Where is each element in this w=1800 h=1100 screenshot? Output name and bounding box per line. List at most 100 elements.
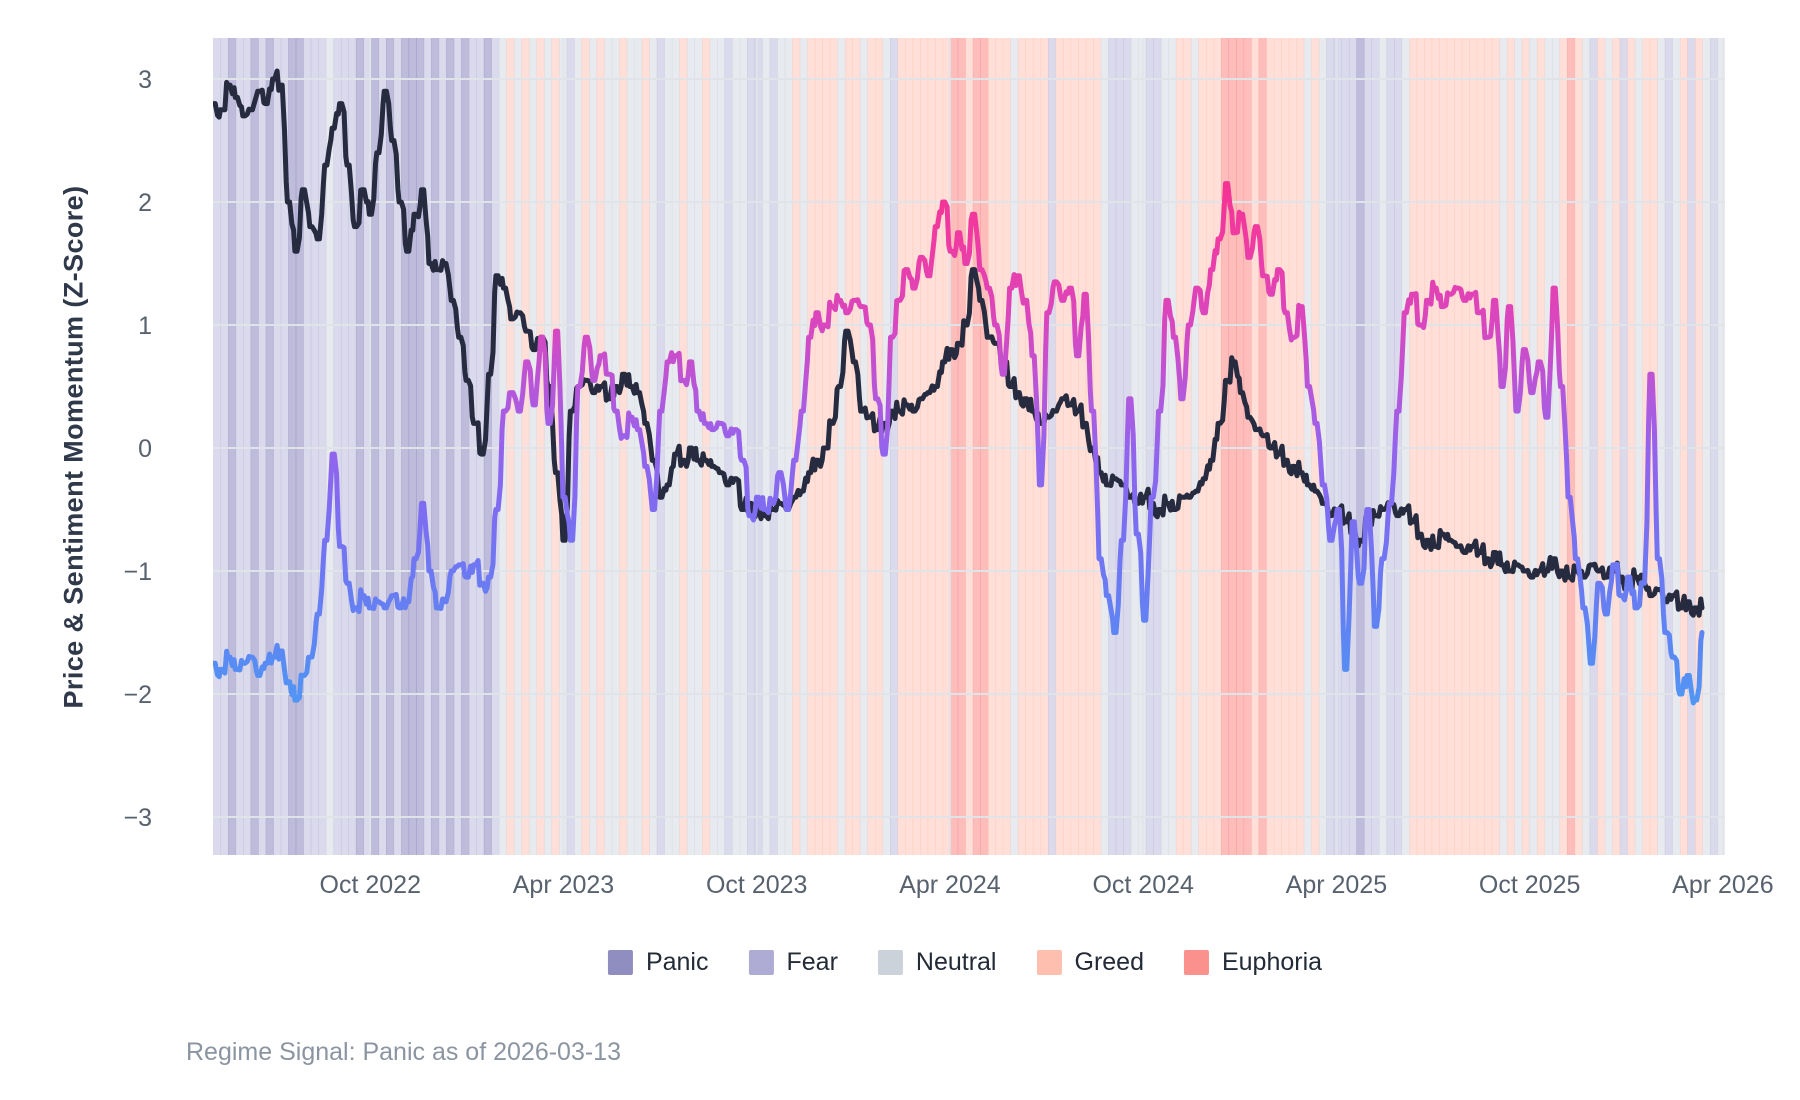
regime-band	[438, 38, 447, 855]
regime-band	[348, 38, 357, 855]
regime-band	[1311, 38, 1320, 855]
regime-band	[1356, 38, 1365, 855]
regime-band	[220, 38, 229, 855]
x-tick-label: Oct 2022	[320, 871, 421, 899]
regime-band	[739, 38, 748, 855]
y-tick-label: −1	[123, 558, 152, 586]
regime-band	[1326, 38, 1335, 855]
regime-band	[1694, 38, 1703, 855]
panic-swatch-icon	[607, 950, 633, 975]
regime-caption: Regime Signal: Panic as of 2026-03-13	[186, 1038, 621, 1066]
regime-band	[927, 38, 936, 855]
regime-band	[747, 38, 756, 855]
legend-label: Euphoria	[1221, 948, 1323, 976]
regime-band	[1288, 38, 1297, 855]
regime-band	[1506, 38, 1515, 855]
regime-band	[604, 38, 613, 855]
regime-band	[1025, 38, 1034, 855]
regime-band	[611, 38, 620, 855]
regime-band	[401, 38, 410, 855]
regime-band	[386, 38, 395, 855]
regime-band	[1243, 38, 1252, 855]
regime-band	[1063, 38, 1072, 855]
legend-item-euphoria[interactable]: Euphoria	[1183, 948, 1323, 977]
regime-band	[1348, 38, 1357, 855]
regime-band	[935, 38, 944, 855]
regime-band	[258, 38, 267, 855]
neutral-swatch-icon	[877, 950, 903, 975]
regime-band	[544, 38, 553, 855]
regime-band	[1567, 38, 1576, 855]
regime-band	[957, 38, 966, 855]
regime-band	[1273, 38, 1282, 855]
regime-band	[1394, 38, 1403, 855]
regime-band	[671, 38, 680, 855]
regime-band	[243, 38, 252, 855]
regime-band	[912, 38, 921, 855]
y-tick-label: 3	[138, 66, 152, 94]
regime-band	[1710, 38, 1719, 855]
regime-band	[1160, 38, 1169, 855]
regime-band	[431, 38, 440, 855]
regime-band	[1484, 38, 1493, 855]
legend-item-panic[interactable]: Panic	[607, 948, 708, 977]
regime-band	[1190, 38, 1199, 855]
regime-band	[1679, 38, 1688, 855]
price-momentum-line	[213, 68, 1705, 618]
regime-band	[1424, 38, 1433, 855]
regime-band	[1318, 38, 1327, 855]
regime-band	[890, 38, 899, 855]
legend-item-neutral[interactable]: Neutral	[877, 948, 996, 977]
regime-band	[483, 38, 492, 855]
regime-band	[1634, 38, 1643, 855]
euphoria-swatch-icon	[1183, 950, 1209, 975]
regime-band	[784, 38, 793, 855]
regime-band	[1145, 38, 1154, 855]
regime-band	[1529, 38, 1538, 855]
regime-band	[1010, 38, 1019, 855]
regime-band	[641, 38, 650, 855]
x-tick-label: Oct 2023	[706, 871, 807, 899]
regime-band	[1657, 38, 1666, 855]
regime-band	[1115, 38, 1124, 855]
regime-band	[265, 38, 274, 855]
regime-band	[1431, 38, 1440, 855]
regime-band	[1687, 38, 1696, 855]
legend-label: Greed	[1074, 948, 1144, 976]
regime-band	[536, 38, 545, 855]
x-tick-label: Apr 2023	[513, 871, 614, 899]
regime-band	[1521, 38, 1530, 855]
regime-band	[920, 38, 929, 855]
regime-band	[273, 38, 282, 855]
regime-band	[875, 38, 884, 855]
regime-band	[468, 38, 477, 855]
legend-item-greed[interactable]: Greed	[1036, 948, 1144, 977]
regime-band	[1476, 38, 1485, 855]
regime-band	[844, 38, 853, 855]
regime-band	[1627, 38, 1636, 855]
regime-band	[521, 38, 530, 855]
regime-band	[1078, 38, 1087, 855]
regime-band	[656, 38, 665, 855]
legend-item-fear[interactable]: Fear	[748, 948, 838, 977]
y-tick-label: 2	[138, 189, 152, 217]
regime-band	[1048, 38, 1057, 855]
regime-band	[1341, 38, 1350, 855]
regime-band	[1221, 38, 1230, 855]
regime-band	[1574, 38, 1583, 855]
regime-band	[1198, 38, 1207, 855]
regime-band	[1439, 38, 1448, 855]
regime-band	[1175, 38, 1184, 855]
regime-band	[1236, 38, 1245, 855]
regime-band	[528, 38, 537, 855]
regime-band	[897, 38, 906, 855]
regime-band	[1552, 38, 1561, 855]
regime-band	[732, 38, 741, 855]
regime-band	[491, 38, 500, 855]
regime-band	[1664, 38, 1673, 855]
regime-band	[235, 38, 244, 855]
regime-band	[1604, 38, 1613, 855]
regime-band	[596, 38, 605, 855]
regime-band	[393, 38, 402, 855]
regime-band	[355, 38, 364, 855]
